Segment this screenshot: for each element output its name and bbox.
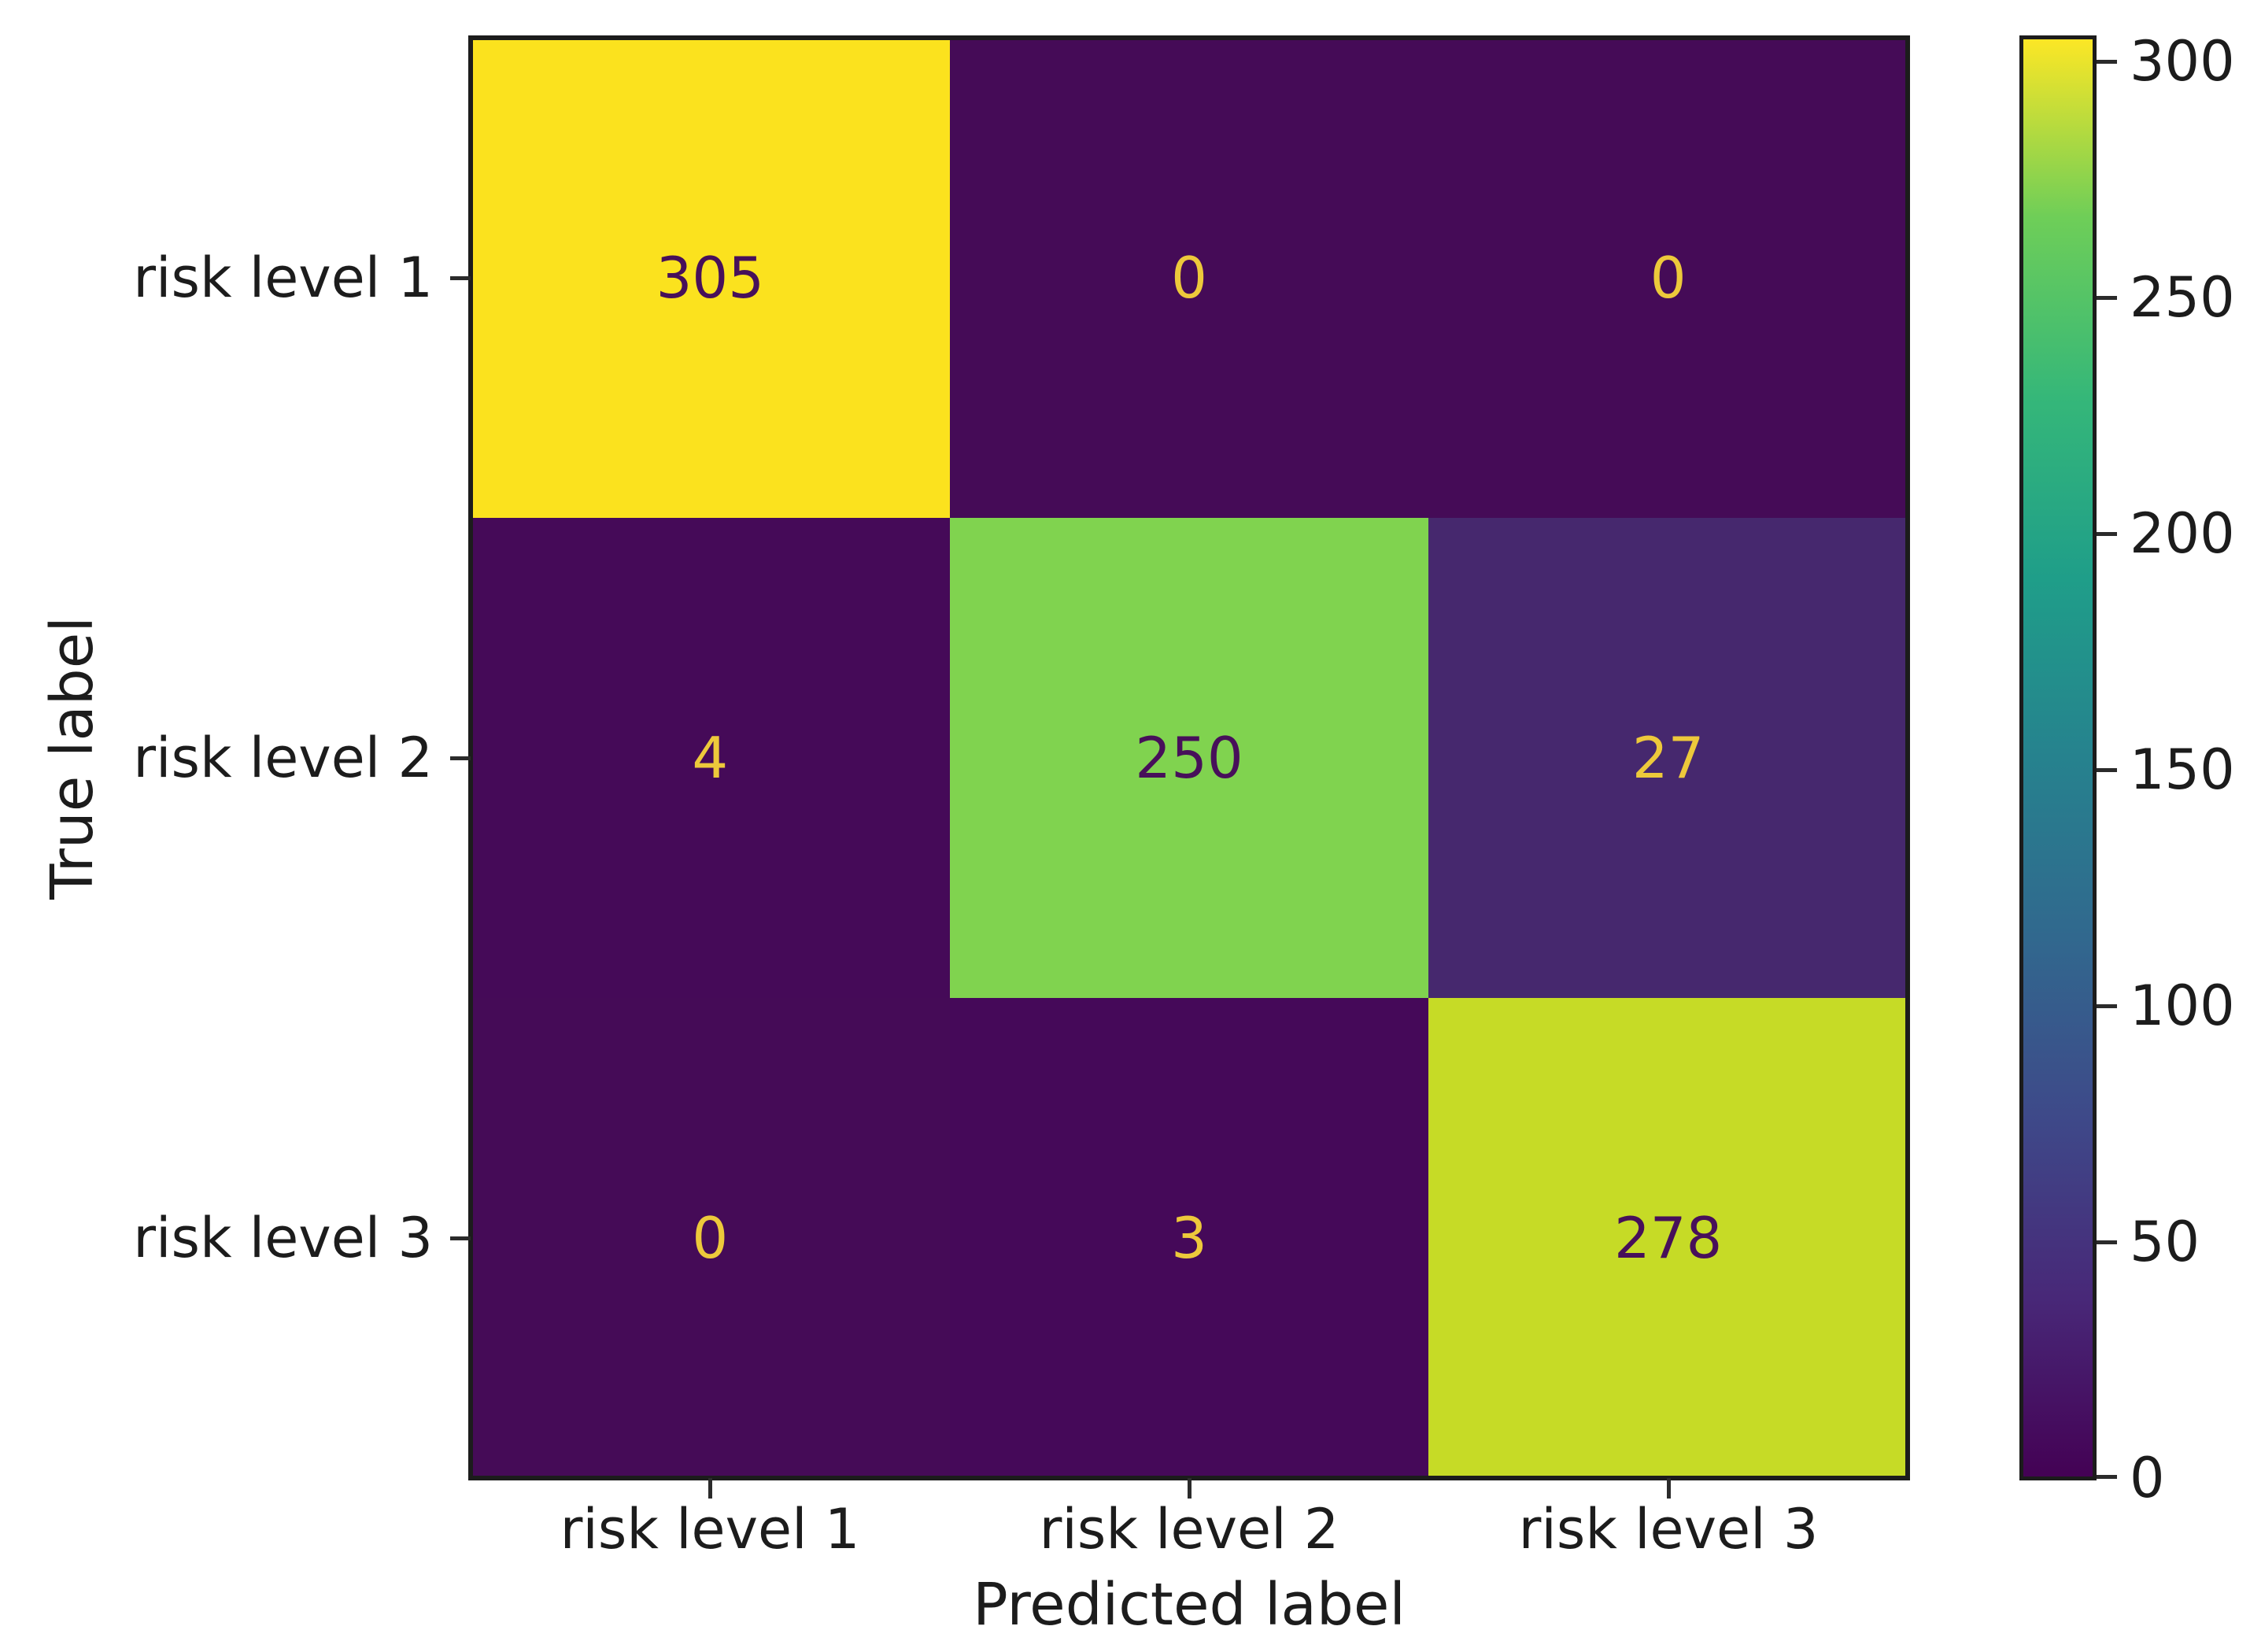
y-tick-label: risk level 1 [133, 246, 433, 310]
y-tick-mark [450, 756, 471, 760]
x-axis-title: Predicted label [973, 1571, 1406, 1639]
colorbar-tick-label: 300 [2130, 29, 2235, 94]
y-tick-label: risk level 2 [133, 726, 433, 790]
x-tick-label: risk level 2 [1039, 1497, 1339, 1561]
matrix-cell-r0c2: 0 [1428, 38, 1908, 518]
colorbar-tick-mark [2097, 532, 2117, 536]
matrix-cell-r2c0: 0 [471, 998, 950, 1478]
x-tick-label: risk level 3 [1518, 1497, 1819, 1561]
x-tick-label: risk level 1 [560, 1497, 860, 1561]
matrix-cell-r0c0: 305 [471, 38, 950, 518]
colorbar-tick-label: 250 [2130, 265, 2235, 330]
y-axis-title: True label [39, 616, 106, 900]
y-tick-label: risk level 3 [133, 1206, 433, 1270]
colorbar-tick-mark [2097, 1004, 2117, 1008]
colorbar-tick-label: 150 [2130, 737, 2235, 802]
colorbar-tick-mark [2097, 1475, 2117, 1479]
matrix-cell-r1c2: 27 [1428, 518, 1908, 998]
y-tick-mark [450, 1236, 471, 1240]
colorbar-tick-label: 0 [2130, 1446, 2165, 1510]
matrix-cell-r0c1: 0 [949, 38, 1429, 518]
x-tick-mark [1667, 1478, 1671, 1499]
x-tick-mark [708, 1478, 712, 1499]
colorbar-tick-label: 200 [2130, 501, 2235, 566]
colorbar-tick-mark [2097, 296, 2117, 300]
matrix-cell-r2c1: 3 [949, 998, 1429, 1478]
colorbar-tick-mark [2097, 768, 2117, 772]
y-tick-mark [450, 276, 471, 280]
colorbar-gradient [2022, 38, 2094, 1478]
x-tick-mark [1188, 1478, 1192, 1499]
colorbar-tick-mark [2097, 1240, 2117, 1244]
colorbar-tick-mark [2097, 60, 2117, 64]
colorbar-tick-label: 100 [2130, 974, 2235, 1038]
confusion-matrix: 305 0 0 4 250 27 0 3 278 [471, 38, 1908, 1478]
matrix-cell-r2c2: 278 [1428, 998, 1908, 1478]
matrix-cell-r1c0: 4 [471, 518, 950, 998]
matrix-cell-r1c1: 250 [949, 518, 1429, 998]
colorbar-tick-label: 50 [2130, 1210, 2200, 1274]
